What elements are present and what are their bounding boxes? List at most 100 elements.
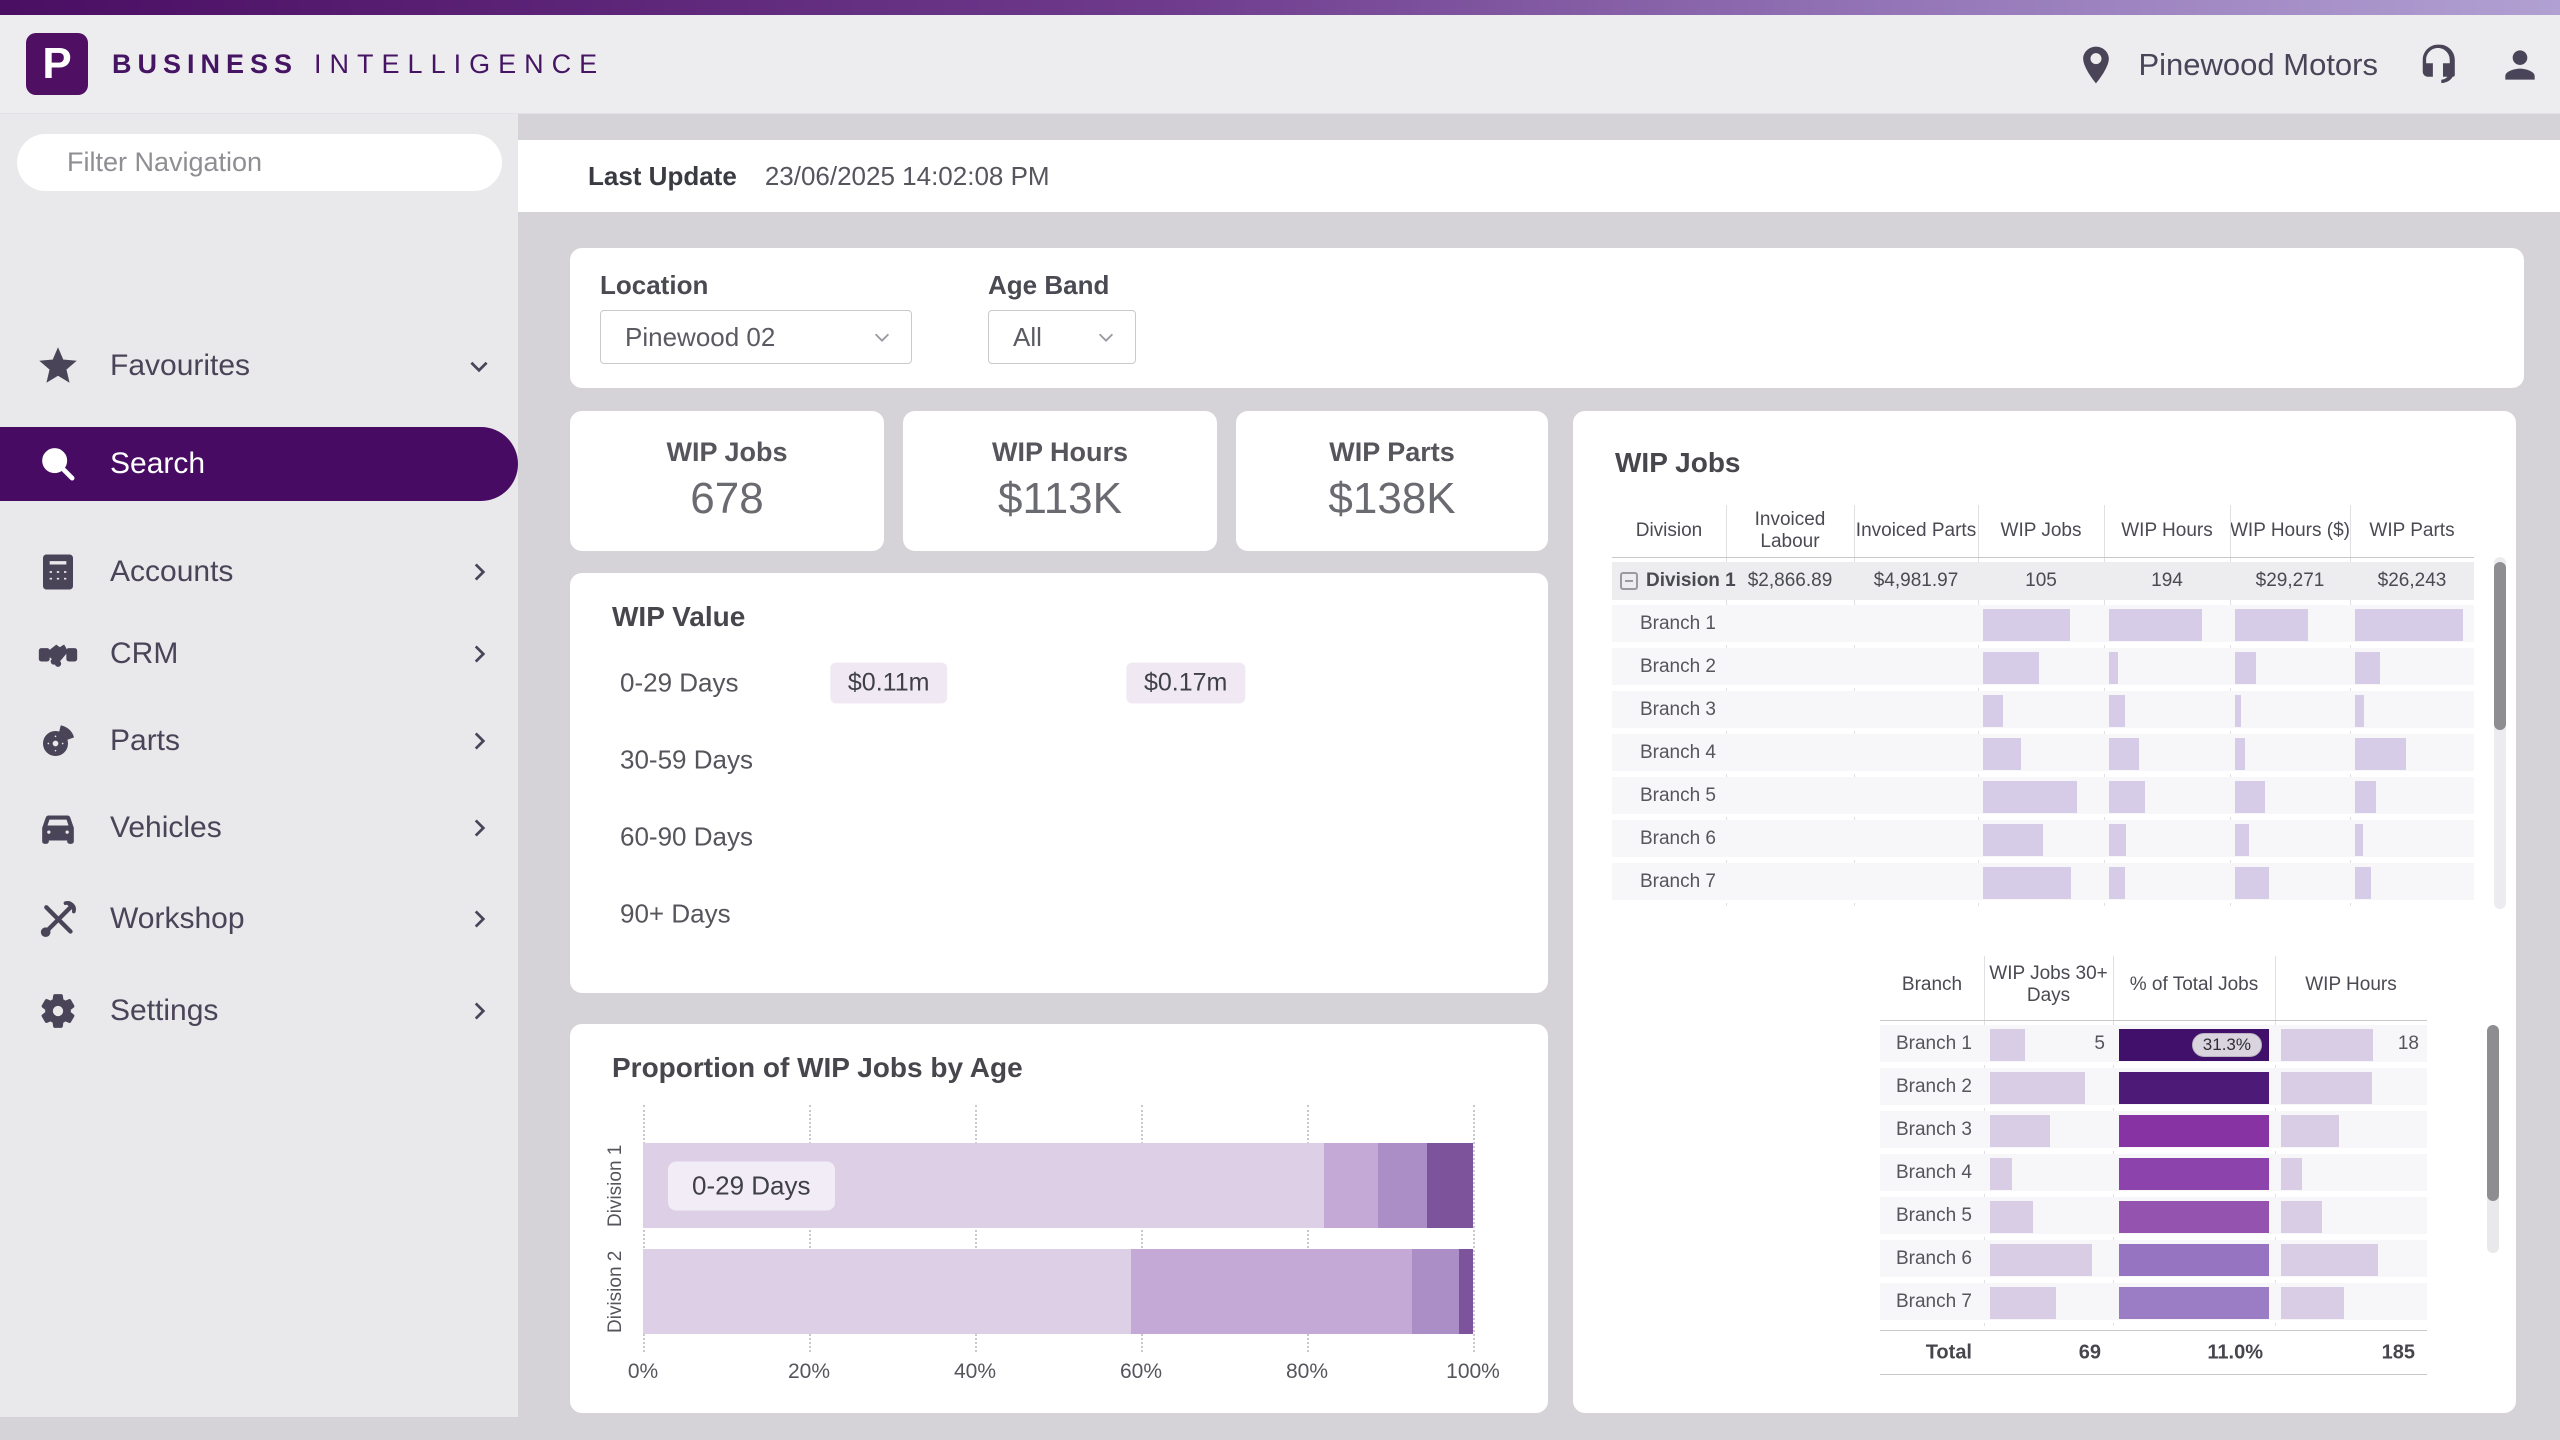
chevron-right-icon xyxy=(474,563,486,581)
table-row[interactable]: Branch 6 xyxy=(1880,1240,2427,1280)
pct-bar xyxy=(2119,1287,2269,1319)
chevron-right-icon xyxy=(474,910,486,928)
category-label: 30-59 Days xyxy=(620,744,753,775)
sidebar-item-settings[interactable]: Settings xyxy=(0,974,518,1048)
sidebar-item-crm[interactable]: CRM xyxy=(0,617,518,691)
headset-icon[interactable] xyxy=(2416,43,2460,87)
sidebar-item-label: CRM xyxy=(110,637,179,670)
table-row[interactable]: Branch 5 xyxy=(1612,777,2474,817)
header-underline xyxy=(1612,557,2474,558)
branch-label: Branch 3 xyxy=(1895,1118,1972,1140)
hours-bar xyxy=(2281,1287,2345,1319)
data-bar xyxy=(1983,867,2072,899)
y-axis-label: Division 2 xyxy=(605,1250,626,1333)
user-icon[interactable] xyxy=(2498,43,2542,87)
table-row[interactable]: Branch 4 xyxy=(1612,734,2474,774)
sidebar-item-label: Vehicles xyxy=(110,811,222,844)
category-label: 60-90 Days xyxy=(620,821,753,852)
table-row[interactable]: Branch 2 xyxy=(1612,648,2474,688)
chevron-right-icon xyxy=(474,1002,486,1020)
age-band-select[interactable]: All xyxy=(988,310,1136,364)
data-bar xyxy=(2235,609,2308,641)
wip-value-row: 90+ Days xyxy=(570,892,1548,936)
filter-navigation-input[interactable] xyxy=(17,134,502,191)
filters-card: Location Pinewood 02 Age Band All xyxy=(570,248,2524,388)
chevron-right-icon xyxy=(474,819,486,837)
kpi-value: $113K xyxy=(998,474,1122,523)
kpi-card-wip-parts: WIP Parts $138K xyxy=(1236,411,1548,551)
data-bar xyxy=(2235,695,2241,727)
kpi-card-wip-jobs: WIP Jobs 678 xyxy=(570,411,884,551)
wip-value-row: 30-59 Days xyxy=(570,738,1548,782)
branch-label: Branch 2 xyxy=(1639,655,1716,677)
sidebar-item-label: Accounts xyxy=(110,555,234,588)
data-bar xyxy=(1983,781,2077,813)
data-bar xyxy=(2355,867,2371,899)
hours-bar xyxy=(2281,1201,2323,1233)
data-bar xyxy=(1983,738,2022,770)
data-bar xyxy=(2109,652,2119,684)
wip-value-title: WIP Value xyxy=(612,601,746,632)
bar-segment xyxy=(1426,1143,1473,1228)
x-tick-label: 100% xyxy=(1446,1360,1500,1383)
table-row[interactable]: Branch 1 xyxy=(1612,605,2474,645)
table-row[interactable]: Branch 4 xyxy=(1880,1154,2427,1194)
table-scrollbar-thumb[interactable] xyxy=(2494,562,2506,730)
hours-bar xyxy=(2281,1072,2373,1104)
division-summary-row[interactable]: Division 1 $2,866.89 $4,981.97 105 194 $29,2… xyxy=(1612,562,2474,600)
sidebar-item-label: Search xyxy=(110,447,206,480)
kpi-card-wip-hours: WIP Hours $113K xyxy=(903,411,1217,551)
table2-scrollbar-thumb[interactable] xyxy=(2487,1025,2499,1201)
last-update-label: Last Update xyxy=(588,160,737,191)
search-icon xyxy=(42,448,75,481)
hours-value: 18 xyxy=(2397,1032,2419,1054)
column-header: WIP Hours ($) xyxy=(2230,520,2351,541)
sidebar-item-search[interactable]: Search xyxy=(0,427,518,501)
sidebar-item-accounts[interactable]: Accounts xyxy=(0,535,518,609)
table-row[interactable]: Branch 7 xyxy=(1880,1283,2427,1323)
bar-area xyxy=(772,815,1366,859)
bar-segment xyxy=(1412,1249,1459,1334)
sidebar-item-vehicles[interactable]: Vehicles xyxy=(0,791,518,865)
category-label: 0-29 Days xyxy=(620,667,739,698)
table-row[interactable]: Branch 2 xyxy=(1880,1068,2427,1108)
summary-value: 194 xyxy=(2151,570,2183,591)
table-row[interactable]: Branch 3 xyxy=(1612,691,2474,731)
table-row[interactable]: Branch 5 xyxy=(1880,1197,2427,1237)
sidebar-item-workshop[interactable]: Workshop xyxy=(0,882,518,956)
jobs-bar xyxy=(1990,1201,2033,1233)
data-bar xyxy=(1983,695,2003,727)
bar-area xyxy=(772,892,1366,936)
total-value: 11.0% xyxy=(2207,1341,2263,1363)
bar-segment xyxy=(1323,1143,1378,1228)
last-update-value: 23/06/2025 14:02:08 PM xyxy=(764,160,1050,191)
pct-bar xyxy=(2119,1115,2269,1147)
division-bar xyxy=(643,1249,1473,1334)
table-row[interactable]: Branch 1 5 31.3% 18 xyxy=(1880,1025,2427,1065)
segment-label-pill: 0-29 Days xyxy=(668,1161,835,1210)
branch-label: Branch 4 xyxy=(1895,1161,1972,1183)
brand-bold-text: BUSINESS xyxy=(112,49,299,79)
sidebar-item-parts[interactable]: Parts xyxy=(0,704,518,778)
bar-segment xyxy=(1458,1249,1473,1334)
table-row[interactable]: Branch 3 xyxy=(1880,1111,2427,1151)
pct-bar xyxy=(2119,1244,2269,1276)
hours-bar xyxy=(2281,1158,2302,1190)
table-row[interactable]: Branch 7 xyxy=(1612,863,2474,903)
summary-value: 105 xyxy=(2025,570,2057,591)
summary-value: $29,271 xyxy=(2255,570,2325,591)
sidebar-item-favourites[interactable]: Favourites xyxy=(0,329,518,403)
sidebar-item-label: Parts xyxy=(110,724,181,757)
proportion-chart-card: Proportion of WIP Jobs by Age 0% 20% 40% 60… xyxy=(570,1024,1548,1413)
collapse-icon[interactable] xyxy=(1620,572,1638,590)
x-tick-label: 60% xyxy=(1119,1360,1163,1383)
branch-label: Branch 1 xyxy=(1639,612,1716,634)
column-header: Invoiced Labour xyxy=(1754,509,1826,552)
dealer-name: Pinewood Motors xyxy=(2138,46,2378,82)
pct-bar xyxy=(2119,1158,2269,1190)
chevron-down-icon xyxy=(470,361,488,373)
location-select[interactable]: Pinewood 02 xyxy=(600,310,912,364)
pinewood-logo[interactable]: P xyxy=(26,33,88,95)
table-row[interactable]: Branch 6 xyxy=(1612,820,2474,860)
